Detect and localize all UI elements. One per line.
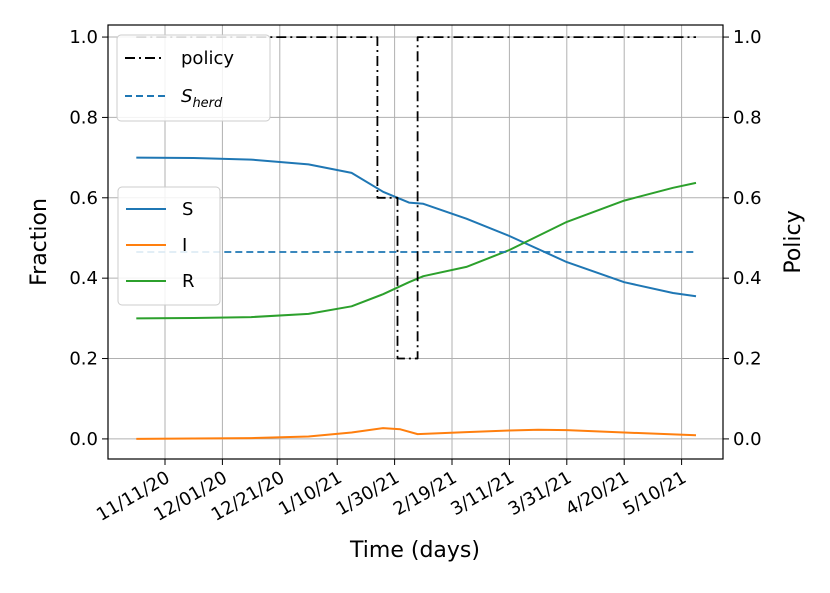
x-tick: 4/20/21 <box>562 467 633 520</box>
legend-label-R: R <box>182 271 195 292</box>
x-tick: 3/11/21 <box>447 467 518 520</box>
x-axis-label: Time (days) <box>349 538 480 563</box>
legend-policy-herd: policy Sherd <box>116 34 271 122</box>
y-tick-left: 0.8 <box>69 107 98 128</box>
y-tick-left: 0.6 <box>69 188 98 209</box>
y-tick-left: 0.0 <box>69 429 98 450</box>
y-axis-right-label: Policy <box>781 210 806 273</box>
y-axis-left-label: Fraction <box>27 198 52 286</box>
x-tick: 2/19/21 <box>390 467 461 520</box>
x-tick: 5/10/21 <box>620 467 691 520</box>
x-tick: 1/30/21 <box>333 467 404 520</box>
plot-frame <box>107 24 724 460</box>
legend-label-policy: policy <box>181 48 234 69</box>
x-tick: 1/10/21 <box>275 467 346 520</box>
x-tick: 3/31/21 <box>505 467 576 520</box>
y-tick-left: 0.2 <box>69 349 98 370</box>
plot-lines <box>136 36 697 440</box>
series-line-policy <box>136 36 696 360</box>
y-tick-right: 1.0 <box>733 27 762 48</box>
series-line-R <box>136 181 697 320</box>
y-tick-right: 0.8 <box>733 107 762 128</box>
y-tick-right: 0.6 <box>733 188 762 209</box>
legend-label-S: S <box>182 199 193 220</box>
y-tick-right: 0.0 <box>733 429 762 450</box>
y-tick-right: 0.2 <box>733 349 762 370</box>
series-line-S <box>136 156 697 298</box>
series-line-I <box>136 427 697 440</box>
legend-sir: SIR <box>117 186 221 306</box>
y-tick-right: 0.4 <box>733 268 762 289</box>
legend-label-sherd: Sherd <box>181 86 223 111</box>
legend-label-I: I <box>182 235 187 256</box>
legend-box <box>116 34 271 122</box>
y-tick-left: 1.0 <box>69 27 98 48</box>
legend-box <box>117 186 221 306</box>
y-tick-left: 0.4 <box>69 268 98 289</box>
